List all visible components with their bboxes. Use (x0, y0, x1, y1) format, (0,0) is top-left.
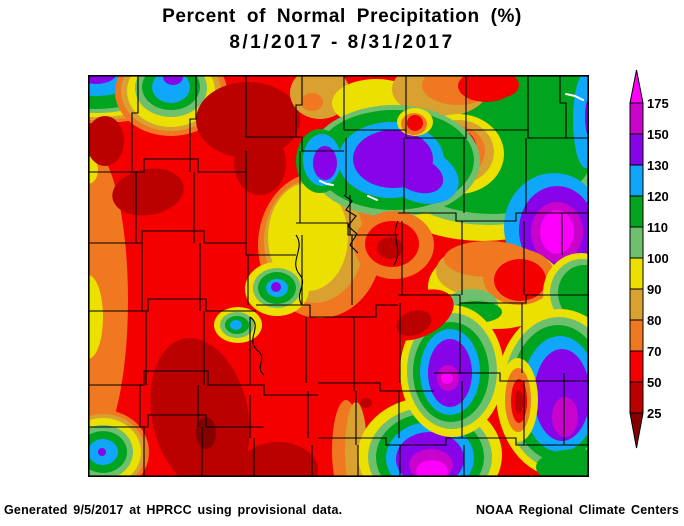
legend-segment (629, 133, 644, 166)
generation-note: Generated 9/5/2017 at HPRCC using provis… (4, 503, 343, 517)
legend-segment (629, 195, 644, 228)
legend-label: 130 (647, 158, 669, 173)
legend-label: 50 (647, 375, 661, 390)
river-mark-center (319, 180, 334, 186)
county-boundaries (88, 75, 589, 477)
legend-segment (629, 102, 644, 135)
state-border (88, 75, 589, 477)
legend-label: 25 (647, 406, 661, 421)
river-mark-northeast (565, 93, 584, 101)
legend-segment (629, 288, 644, 321)
title-line-2: 8/1/2017 - 8/31/2017 (229, 32, 455, 53)
legend-label: 175 (647, 96, 669, 111)
legend-segment (629, 164, 644, 197)
legend-arrow-bottom (629, 412, 644, 449)
legend-label: 100 (647, 251, 669, 266)
legend-label: 110 (647, 220, 668, 235)
title-line-1: Percent of Normal Precipitation (%) (162, 6, 522, 27)
legend-label: 80 (647, 313, 661, 328)
legend-label: 90 (647, 282, 661, 297)
legend-label: 120 (647, 189, 669, 204)
legend-segment (629, 350, 644, 383)
colorado-precipitation-map (88, 75, 589, 477)
river-mark-center-2 (367, 195, 378, 201)
legend-segment (629, 226, 644, 259)
page-title: Percent of Normal Precipitation (%) 8/1/… (0, 4, 684, 56)
legend-label: 150 (647, 127, 669, 142)
contour-field (88, 75, 589, 477)
legend-arrow-top (629, 69, 644, 104)
legend-colorbar: 175 150 130 120 110 100 90 80 70 50 25 (629, 69, 669, 449)
legend-segment (629, 319, 644, 352)
legend-segment (629, 257, 644, 290)
legend-segment (629, 381, 644, 414)
legend-label: 70 (647, 344, 661, 359)
attribution-note: NOAA Regional Climate Centers (475, 503, 679, 517)
